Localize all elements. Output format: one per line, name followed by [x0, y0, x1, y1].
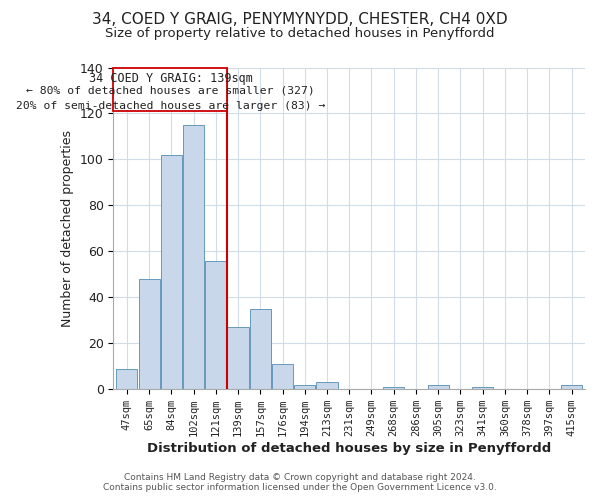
Bar [316, 382, 338, 389]
Bar [205, 260, 226, 389]
Bar [383, 387, 404, 389]
X-axis label: Distribution of detached houses by size in Penyffordd: Distribution of detached houses by size … [147, 442, 551, 455]
Bar [183, 125, 204, 389]
Bar [272, 364, 293, 389]
Bar [250, 309, 271, 389]
Bar [472, 387, 493, 389]
Text: 20% of semi-detached houses are larger (83) →: 20% of semi-detached houses are larger (… [16, 101, 325, 111]
Bar [139, 279, 160, 389]
Bar [227, 327, 248, 389]
FancyBboxPatch shape [113, 68, 227, 111]
Bar [116, 368, 137, 389]
Text: Contains HM Land Registry data © Crown copyright and database right 2024.
Contai: Contains HM Land Registry data © Crown c… [103, 473, 497, 492]
Bar [561, 384, 582, 389]
Text: Size of property relative to detached houses in Penyffordd: Size of property relative to detached ho… [105, 28, 495, 40]
Y-axis label: Number of detached properties: Number of detached properties [61, 130, 74, 327]
Bar [161, 155, 182, 389]
Text: ← 80% of detached houses are smaller (327): ← 80% of detached houses are smaller (32… [26, 86, 315, 96]
Bar [294, 384, 316, 389]
Bar [428, 384, 449, 389]
Text: 34, COED Y GRAIG, PENYMYNYDD, CHESTER, CH4 0XD: 34, COED Y GRAIG, PENYMYNYDD, CHESTER, C… [92, 12, 508, 28]
Text: 34 COED Y GRAIG: 139sqm: 34 COED Y GRAIG: 139sqm [89, 72, 253, 85]
